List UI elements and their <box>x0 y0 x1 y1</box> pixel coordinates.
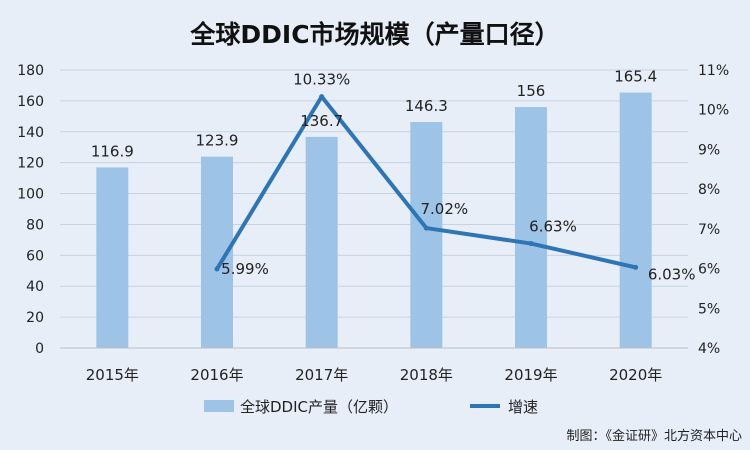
line-point <box>319 94 325 100</box>
y-right-tick-label: 6% <box>698 262 720 278</box>
bar-value-label: 165.4 <box>614 68 657 86</box>
y-left-tick-label: 80 <box>26 217 44 233</box>
line-value-label: 6.63% <box>529 218 577 236</box>
y-right-tick-label: 4% <box>698 341 720 357</box>
bar <box>619 92 652 348</box>
x-tick-label: 2016年 <box>190 366 243 384</box>
axes: 0204060801001201401601804%5%6%7%8%9%10%1… <box>17 63 729 384</box>
bar <box>305 136 338 348</box>
line-point <box>214 266 220 272</box>
y-right-tick-label: 11% <box>698 63 729 79</box>
y-left-tick-label: 160 <box>17 94 44 110</box>
y-right-tick-label: 9% <box>698 142 720 158</box>
line-point <box>633 264 639 270</box>
legend: 全球DDIC产量（亿颗） 增速 <box>204 398 538 416</box>
line-value-label: 6.03% <box>648 265 696 283</box>
line-point <box>423 225 429 231</box>
bar-value-label: 136.7 <box>300 112 343 130</box>
legend-label-line: 增速 <box>508 398 538 416</box>
line-value-label: 7.02% <box>421 200 469 218</box>
y-right-tick-label: 10% <box>698 103 729 119</box>
x-tick-label: 2020年 <box>609 366 662 384</box>
y-left-tick-label: 100 <box>17 187 44 203</box>
line-value-label: 5.99% <box>221 260 269 278</box>
line-point <box>528 241 534 247</box>
bar-value-label: 116.9 <box>91 142 134 160</box>
x-tick-label: 2017年 <box>295 366 348 384</box>
bar <box>410 122 443 348</box>
y-left-tick-label: 180 <box>17 63 44 79</box>
source-note: 制图：《金证研》北方资本中心 <box>566 428 742 444</box>
bar <box>515 107 547 348</box>
y-right-tick-label: 7% <box>698 222 720 238</box>
x-tick-label: 2019年 <box>504 366 557 384</box>
bar <box>96 167 129 348</box>
y-left-tick-label: 20 <box>26 310 44 326</box>
y-left-tick-label: 40 <box>26 279 44 295</box>
y-right-tick-label: 5% <box>698 301 720 317</box>
legend-label-bar: 全球DDIC产量（亿颗） <box>240 398 398 416</box>
bar-value-label: 123.9 <box>196 132 239 150</box>
bar-value-label: 156 <box>517 82 546 100</box>
chart-title: 全球DDIC市场规模（产量口径） <box>189 20 559 49</box>
y-right-tick-label: 8% <box>698 182 720 198</box>
x-tick-label: 2015年 <box>86 366 139 384</box>
y-left-tick-label: 60 <box>26 248 44 264</box>
data-labels: 116.9 123.9 136.7 146.3 156 165.4 5.99% 10.33% 7… <box>91 68 696 284</box>
y-left-tick-label: 140 <box>17 125 44 141</box>
bar-value-label: 146.3 <box>405 97 448 115</box>
y-left-tick-label: 120 <box>17 156 44 172</box>
x-tick-label: 2018年 <box>400 366 453 384</box>
legend-swatch-bar <box>204 400 234 412</box>
line-series <box>214 94 639 272</box>
y-left-tick-label: 0 <box>35 341 44 357</box>
line-value-label: 10.33% <box>293 71 350 89</box>
